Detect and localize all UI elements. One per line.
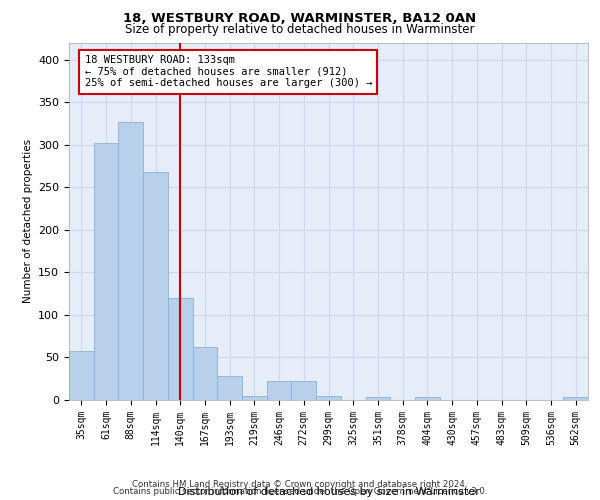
Y-axis label: Number of detached properties: Number of detached properties xyxy=(23,139,32,304)
Bar xyxy=(69,352,94,400)
Text: 18 WESTBURY ROAD: 133sqm
← 75% of detached houses are smaller (912)
25% of semi-: 18 WESTBURY ROAD: 133sqm ← 75% of detach… xyxy=(85,56,372,88)
Text: 18, WESTBURY ROAD, WARMINSTER, BA12 0AN: 18, WESTBURY ROAD, WARMINSTER, BA12 0AN xyxy=(124,12,476,26)
Text: Contains public sector information licensed under the Open Government Licence v3: Contains public sector information licen… xyxy=(113,487,487,496)
Bar xyxy=(168,298,193,400)
Text: Contains HM Land Registry data © Crown copyright and database right 2024.: Contains HM Land Registry data © Crown c… xyxy=(132,480,468,489)
Bar xyxy=(94,143,118,400)
Bar xyxy=(292,382,316,400)
Bar xyxy=(365,398,390,400)
Bar xyxy=(242,396,267,400)
Bar xyxy=(415,398,440,400)
Bar xyxy=(316,396,341,400)
Bar xyxy=(193,347,217,400)
Bar xyxy=(267,382,292,400)
Bar xyxy=(143,172,168,400)
Bar xyxy=(118,122,143,400)
Bar xyxy=(563,398,588,400)
X-axis label: Distribution of detached houses by size in Warminster: Distribution of detached houses by size … xyxy=(178,486,479,496)
Bar xyxy=(217,376,242,400)
Text: Size of property relative to detached houses in Warminster: Size of property relative to detached ho… xyxy=(125,22,475,36)
